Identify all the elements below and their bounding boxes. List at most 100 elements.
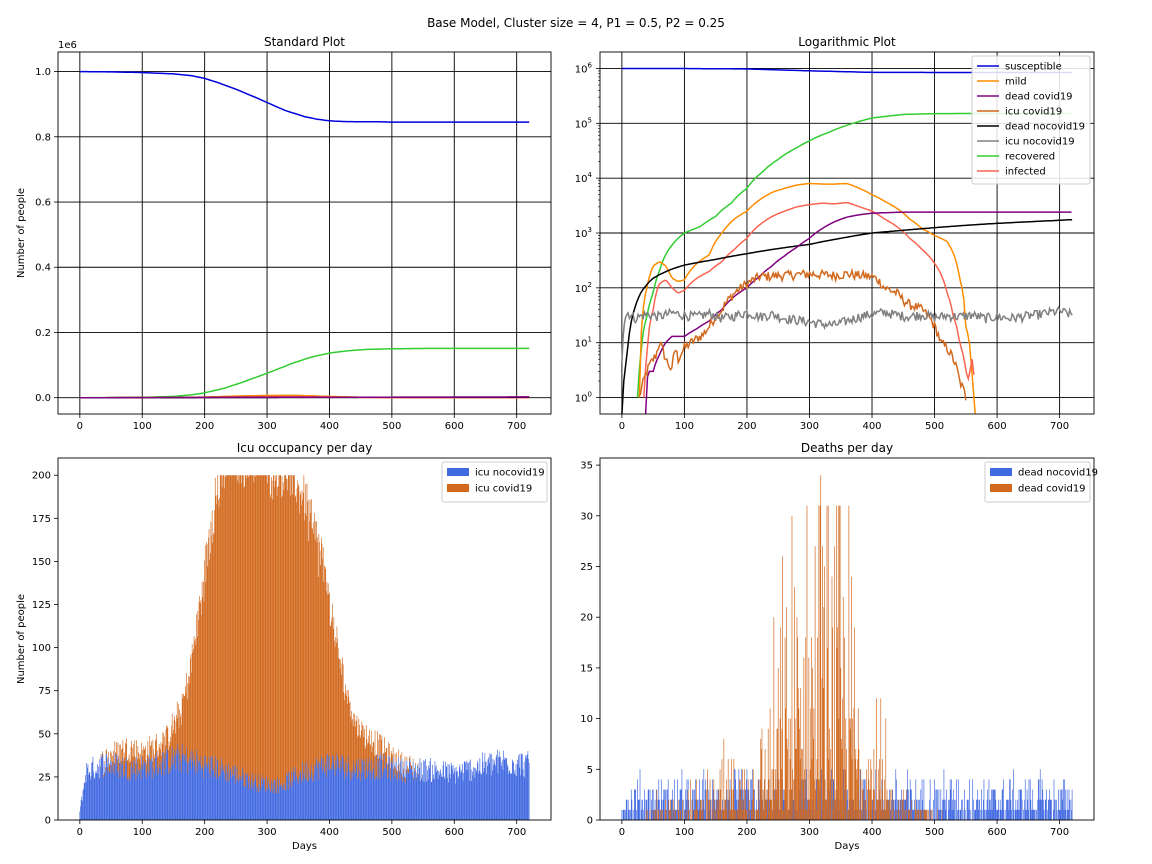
bar-covid [230, 475, 232, 771]
bar-nocovid [413, 779, 415, 820]
bar-covid [274, 480, 276, 780]
bar-nocovid [174, 768, 176, 820]
bar-covid [194, 640, 195, 761]
bar-nocovid [247, 773, 249, 820]
bar-nocovid [424, 782, 426, 820]
bar-nocovid [1034, 809, 1035, 820]
bar-nocovid [710, 799, 712, 820]
bar-covid [145, 746, 146, 762]
bar-nocovid [503, 759, 505, 820]
bar-covid [155, 740, 156, 757]
bar-nocovid [148, 770, 149, 820]
bar-covid [680, 809, 682, 820]
bar-nocovid [518, 754, 520, 820]
x-tick-label: 100 [133, 421, 152, 432]
bar-covid [794, 586, 795, 820]
bar-nocovid [744, 789, 746, 820]
bar-nocovid [436, 771, 438, 820]
bar-covid [172, 733, 174, 766]
bar-covid [158, 755, 159, 773]
bar-covid [699, 809, 700, 820]
bar-covid [924, 809, 925, 820]
bar-nocovid [485, 761, 486, 820]
bar-covid [139, 758, 141, 773]
bar-covid [322, 558, 323, 771]
bar-covid [140, 763, 142, 779]
bar-nocovid [457, 771, 458, 820]
bar-nocovid [654, 809, 655, 820]
bar-covid [299, 491, 301, 772]
bar-covid [413, 777, 415, 780]
bar-covid [375, 754, 377, 777]
bar-nocovid [377, 754, 378, 820]
bar-nocovid [919, 799, 920, 820]
bar-covid [277, 487, 278, 778]
bar-nocovid [468, 763, 469, 820]
bar-nocovid [138, 769, 139, 820]
bar-nocovid [316, 757, 317, 820]
bar-nocovid [398, 757, 400, 820]
bar-covid [916, 809, 917, 820]
bar-nocovid [726, 789, 728, 820]
bar-covid [161, 743, 163, 763]
bar-covid [145, 760, 147, 775]
bar-nocovid [311, 764, 312, 820]
bar-nocovid [846, 799, 848, 820]
bar-nocovid [742, 789, 744, 820]
bar-nocovid [1024, 799, 1025, 820]
bar-nocovid [326, 755, 328, 820]
bar-nocovid [897, 799, 898, 820]
bar-nocovid [717, 789, 719, 820]
bar-covid [272, 499, 274, 794]
bar-covid [922, 809, 924, 820]
bar-nocovid [270, 792, 272, 820]
bar-covid [878, 799, 880, 820]
bar-nocovid [80, 806, 81, 820]
bar-nocovid [980, 809, 982, 820]
bar-nocovid [521, 754, 523, 820]
bar-covid [238, 483, 240, 782]
bar-nocovid [986, 809, 987, 820]
bar-nocovid [920, 789, 922, 820]
bar-covid [182, 698, 184, 755]
bar-nocovid [195, 766, 197, 820]
bar-nocovid [185, 761, 187, 820]
bar-covid [739, 779, 741, 820]
bar-nocovid [233, 774, 235, 820]
y-tick-label: 175 [32, 514, 51, 525]
bar-nocovid [337, 759, 339, 820]
bar-nocovid [1023, 809, 1024, 820]
bar-covid [403, 768, 405, 774]
y-tick-label: 100 [575, 391, 592, 405]
bar-nocovid [219, 766, 221, 820]
bar-nocovid [228, 762, 229, 820]
bar-covid [228, 475, 230, 782]
bar-covid [261, 475, 262, 781]
bar-nocovid [323, 766, 325, 820]
bar-nocovid [422, 774, 423, 820]
bar-covid [324, 566, 326, 774]
bar-nocovid [123, 776, 124, 820]
bar-covid [302, 499, 303, 762]
bar-nocovid [903, 799, 905, 820]
bar-covid [810, 708, 812, 820]
bar-nocovid [310, 777, 312, 820]
bar-covid [185, 693, 187, 762]
bar-nocovid [1027, 799, 1029, 820]
bar-nocovid [892, 789, 893, 820]
y-tick-exponent: 4 [588, 171, 593, 179]
bar-covid [688, 809, 690, 820]
bar-covid [253, 482, 255, 790]
bar-nocovid [944, 799, 946, 820]
bar-covid [719, 769, 721, 820]
bar-nocovid [388, 755, 390, 820]
bar-nocovid [101, 758, 103, 820]
bar-covid [380, 739, 382, 760]
bar-covid [117, 742, 119, 756]
bar-nocovid [208, 762, 210, 820]
bar-nocovid [213, 770, 215, 820]
bar-covid [674, 809, 676, 820]
x-tick-label: 700 [1050, 421, 1069, 432]
bar-nocovid [296, 776, 298, 820]
bar-nocovid [349, 771, 350, 820]
